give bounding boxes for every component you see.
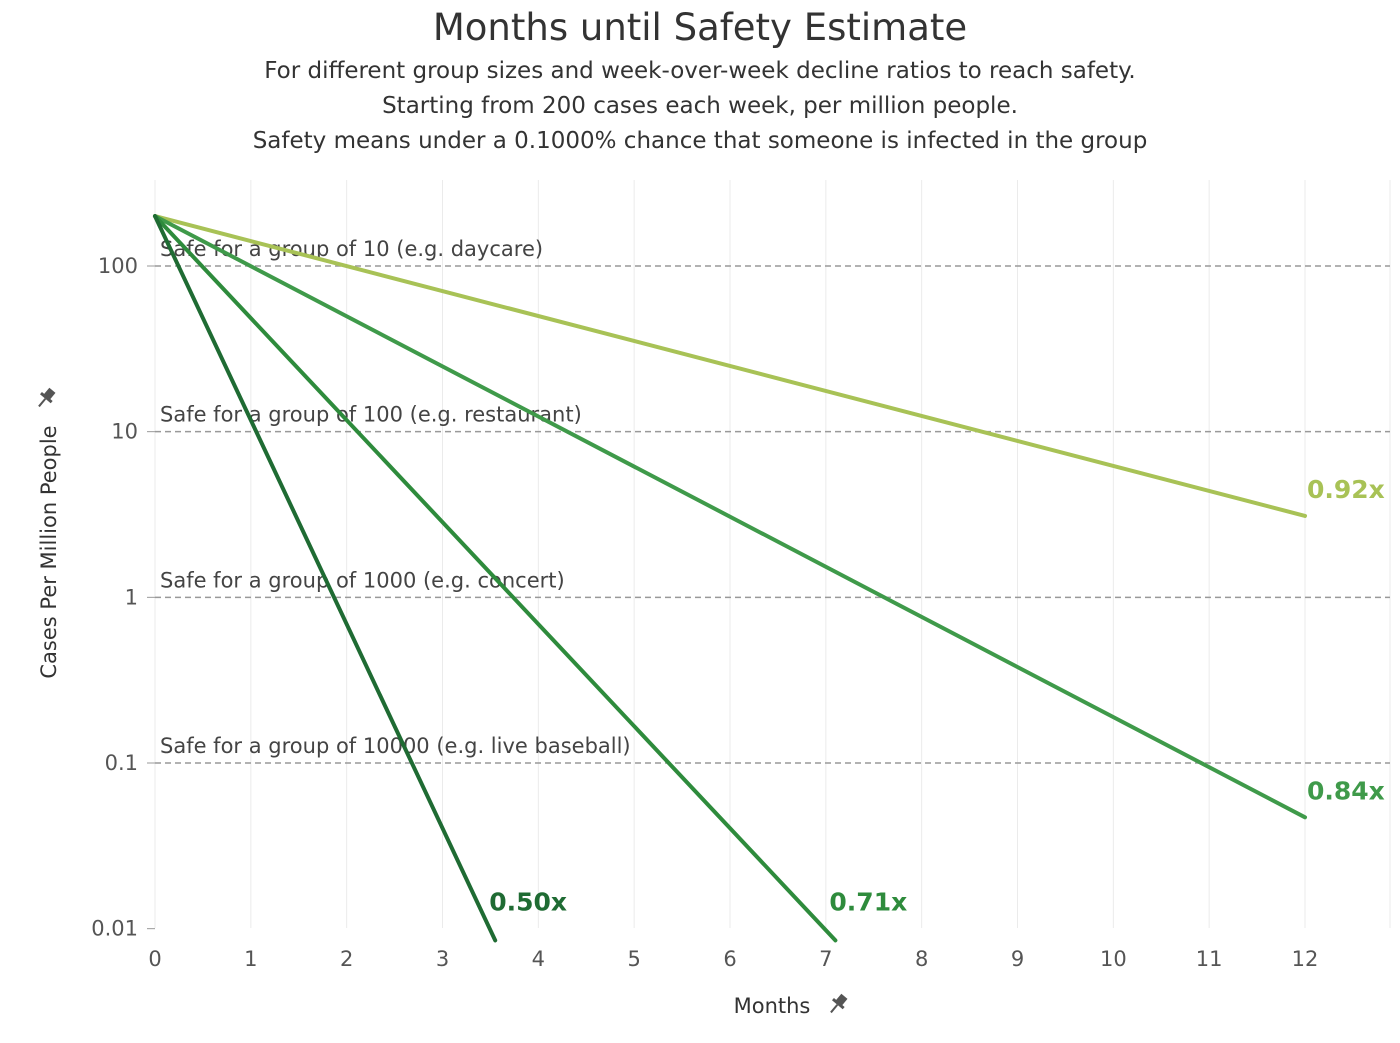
series-lines [153, 214, 1307, 943]
reference-line-label: Safe for a group of 10000 (e.g. live bas… [160, 734, 631, 758]
x-axis-title: Months [734, 994, 811, 1018]
x-tick-label: 12 [1292, 947, 1319, 971]
reference-line-label: Safe for a group of 100 (e.g. restaurant… [160, 403, 582, 427]
y-tick-label: 0.01 [91, 917, 138, 941]
x-tick-label: 0 [148, 947, 161, 971]
x-tick-label: 5 [627, 947, 640, 971]
series-labels: 0.92x 0.84x 0.71x 0.50x [489, 475, 1385, 916]
y-tick-label: 0.1 [105, 751, 138, 775]
x-tick-label: 10 [1100, 947, 1127, 971]
series-line[interactable] [153, 214, 1307, 518]
y-tick-label: 1 [125, 585, 138, 609]
y-axis-title: Cases Per Million People [37, 425, 61, 678]
x-axis-ticks: 0 1 2 3 4 5 6 7 8 9 10 11 12 [148, 947, 1318, 971]
series-label: 0.84x [1307, 776, 1385, 805]
x-tick-label: 3 [436, 947, 449, 971]
x-tick-label: 7 [819, 947, 832, 971]
x-tick-label: 8 [915, 947, 928, 971]
reference-line-label: Safe for a group of 10 (e.g. daycare) [160, 237, 543, 261]
chart-subtitle-3: Safety means under a 0.1000% chance that… [252, 128, 1148, 154]
x-tick-label: 11 [1196, 947, 1223, 971]
grid [154, 180, 1391, 928]
reference-lines: Safe for a group of 10 (e.g. daycare) Saf… [155, 237, 1390, 764]
series-line[interactable] [153, 214, 498, 943]
y-tick-label: 10 [111, 420, 138, 444]
y-tick-label: 100 [98, 254, 138, 278]
pin-icon[interactable] [34, 386, 58, 411]
chart-title: Months until Safety Estimate [432, 6, 968, 49]
series-line[interactable] [153, 214, 838, 943]
x-tick-label: 1 [244, 947, 257, 971]
x-tick-label: 9 [1011, 947, 1024, 971]
x-tick-label: 2 [340, 947, 353, 971]
y-axis-ticks: 100 10 1 0.1 0.01 [91, 254, 155, 941]
x-tick-label: 4 [532, 947, 545, 971]
x-tick-label: 6 [723, 947, 736, 971]
series-line[interactable] [153, 214, 1307, 820]
series-label: 0.50x [489, 887, 567, 916]
chart-subtitle-1: For different group sizes and week-over-… [264, 58, 1136, 84]
pin-icon[interactable] [826, 992, 850, 1017]
series-label: 0.92x [1307, 475, 1385, 504]
series-label: 0.71x [829, 887, 907, 916]
chart-subtitle-2: Starting from 200 cases each week, per m… [382, 93, 1018, 119]
